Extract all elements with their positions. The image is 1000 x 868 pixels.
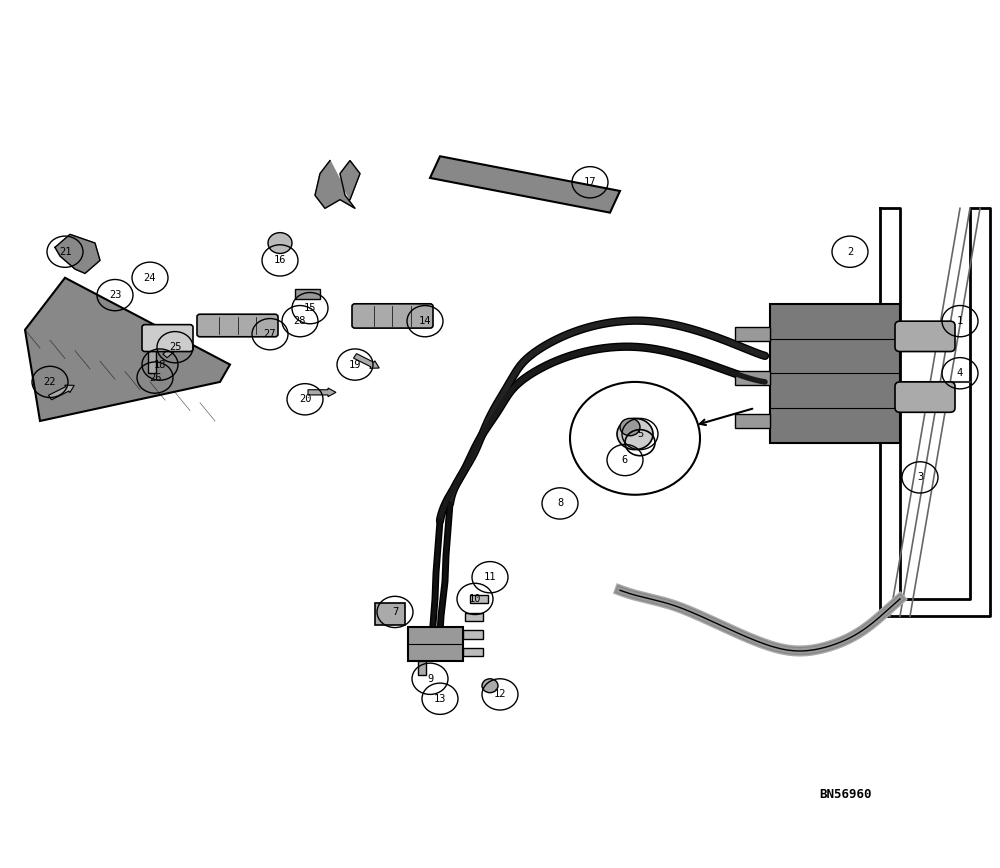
Circle shape — [620, 418, 640, 436]
Bar — [735, 327, 770, 341]
FancyBboxPatch shape — [142, 325, 193, 352]
FancyBboxPatch shape — [197, 314, 278, 337]
FancyBboxPatch shape — [375, 603, 405, 625]
Text: 11: 11 — [484, 572, 496, 582]
Text: 26: 26 — [149, 372, 161, 383]
Text: 17: 17 — [584, 177, 596, 187]
Text: 14: 14 — [419, 316, 431, 326]
Bar — [418, 661, 426, 675]
Text: 8: 8 — [557, 498, 563, 509]
Bar — [148, 349, 156, 373]
Text: 10: 10 — [469, 594, 481, 604]
FancyArrow shape — [163, 339, 185, 358]
Text: 2: 2 — [847, 247, 853, 257]
FancyBboxPatch shape — [408, 627, 463, 661]
FancyArrow shape — [308, 388, 336, 397]
Text: 23: 23 — [109, 290, 121, 300]
Text: 16: 16 — [274, 255, 286, 266]
Text: 5: 5 — [637, 429, 643, 439]
FancyBboxPatch shape — [770, 304, 900, 443]
Circle shape — [482, 679, 498, 693]
Text: 22: 22 — [44, 377, 56, 387]
Bar — [463, 648, 483, 656]
Text: 3: 3 — [917, 472, 923, 483]
Polygon shape — [25, 278, 230, 421]
Text: 13: 13 — [434, 694, 446, 704]
Polygon shape — [430, 156, 620, 213]
Circle shape — [617, 418, 653, 450]
Text: 15: 15 — [304, 303, 316, 313]
Bar — [735, 414, 770, 428]
Text: 1: 1 — [957, 316, 963, 326]
Text: 21: 21 — [59, 247, 71, 257]
Text: BN56960: BN56960 — [819, 788, 871, 800]
FancyArrow shape — [353, 353, 379, 368]
Text: 27: 27 — [264, 329, 276, 339]
Text: 7: 7 — [392, 607, 398, 617]
Text: 12: 12 — [494, 689, 506, 700]
Circle shape — [570, 382, 700, 495]
Polygon shape — [55, 234, 100, 273]
Bar — [470, 595, 488, 603]
Text: 6: 6 — [622, 455, 628, 465]
Text: 4: 4 — [957, 368, 963, 378]
FancyBboxPatch shape — [895, 321, 955, 352]
Bar — [463, 630, 483, 639]
Text: 28: 28 — [294, 316, 306, 326]
FancyBboxPatch shape — [895, 382, 955, 412]
Circle shape — [268, 233, 292, 253]
FancyArrow shape — [48, 385, 74, 400]
Polygon shape — [315, 161, 360, 208]
FancyBboxPatch shape — [352, 304, 433, 328]
Text: 25: 25 — [169, 342, 181, 352]
Text: 20: 20 — [299, 394, 311, 404]
Text: 9: 9 — [427, 674, 433, 684]
Bar — [295, 289, 320, 299]
Bar — [735, 371, 770, 385]
Bar — [465, 613, 483, 621]
Text: 18: 18 — [154, 359, 166, 370]
Text: 19: 19 — [349, 359, 361, 370]
Text: 24: 24 — [144, 273, 156, 283]
